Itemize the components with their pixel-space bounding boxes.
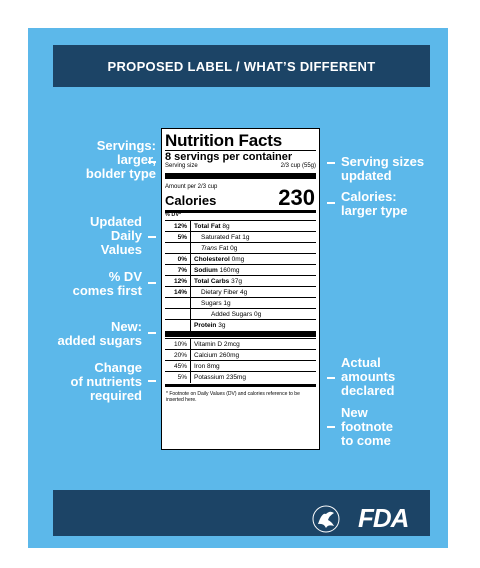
callout-servings: Servings: larger, bolder type [85, 138, 156, 181]
vitamin-name: Calcium [194, 352, 218, 359]
vitamin-row: 20% Calcium 260mg [165, 349, 316, 361]
nutrient-name: Protein [194, 322, 217, 329]
fda-logo: FDA [358, 503, 409, 533]
vitamin-dv: 20% [165, 350, 191, 361]
nutrient-name: Sugars [201, 300, 222, 307]
nutrient-name: Cholesterol [194, 256, 230, 263]
nutrient-dv [165, 320, 191, 331]
calories-value: 230 [278, 185, 315, 210]
nutrient-amount: 1g [223, 300, 231, 307]
hhs-eagle-icon [312, 505, 340, 533]
callout-daily-values: Updated Daily Values [90, 214, 142, 257]
nutrient-amount: 0mg [231, 256, 245, 263]
serving-size-label: Serving size [165, 163, 198, 169]
callout-dash [148, 332, 156, 334]
nutrient-row: Added Sugars 0g [165, 308, 316, 320]
vitamin-row: 5% Potassium 235mg [165, 371, 316, 383]
nutrient-row: Sugars 1g [165, 297, 316, 309]
callout-dash [148, 236, 156, 238]
footer-bar [53, 490, 430, 536]
nutrient-dv: 0% [165, 254, 191, 265]
nutrient-amount: 8g [222, 223, 230, 230]
nutrient-dv [165, 243, 191, 254]
nutrient-name: Sodium [194, 267, 218, 274]
nutrient-name: Dietary Fiber [201, 289, 239, 296]
nutrient-row: 12% Total Fat 8g [165, 220, 316, 232]
nutrient-amount: 0g [254, 311, 262, 318]
thick-divider [165, 173, 316, 179]
callout-dash [327, 377, 335, 379]
callout-dv-first: % DV comes first [72, 269, 142, 298]
nutrient-name: Total Fat [194, 223, 221, 230]
nutrient-dv [165, 298, 191, 309]
vitamin-amount: 235mg [226, 374, 247, 381]
callout-dash [327, 162, 335, 164]
nutrient-name: Total Carbs [194, 278, 230, 285]
vitamin-row: 10% Vitamin D 2mcg [165, 338, 316, 350]
nutrition-label: Nutrition Facts 8 servings per container… [161, 128, 320, 450]
nutrient-row: 5% Saturated Fat 1g [165, 231, 316, 243]
nutrient-dv: 12% [165, 276, 191, 287]
dv-header: % DV* [165, 212, 182, 218]
nutrient-row: 12% Total Carbs 37g [165, 275, 316, 287]
callout-serving-sizes: Serving sizes updated [341, 154, 425, 183]
nutrient-name: Trans [201, 245, 218, 252]
footnote: * Footnote on Daily Values (DV) and calo… [166, 391, 300, 403]
nutrient-amount: 37g [231, 278, 242, 285]
vitamin-name: Potassium [194, 374, 225, 381]
nutrient-dv: 14% [165, 287, 191, 298]
nutrient-amount: 4g [240, 289, 248, 296]
callout-dash [148, 282, 156, 284]
vitamin-amount: 260mg [219, 352, 240, 359]
serving-size-row: Serving size 2/3 cup (55g) [165, 163, 316, 169]
divider [165, 150, 316, 151]
vitamin-dv: 45% [165, 361, 191, 372]
thick-divider [165, 331, 316, 337]
calories-label: Calories [165, 193, 217, 208]
nutrient-row: Protein 3g [165, 319, 316, 331]
vitamin-amount: 2mcg [223, 341, 240, 348]
serving-size-value: 2/3 cup (55g) [280, 163, 316, 169]
vitamin-dv: 10% [165, 339, 191, 350]
vitamin-name: Iron [194, 363, 206, 370]
callout-nutrients: Change of nutrients required [70, 360, 143, 403]
vitamin-dv: 5% [165, 372, 191, 383]
vitamin-name: Vitamin D [194, 341, 223, 348]
callout-footnote: New footnote to come [341, 405, 393, 448]
callout-dash [148, 161, 156, 163]
vitamin-row: 45% Iron 8mg [165, 360, 316, 372]
nutrient-name: Saturated Fat [201, 234, 241, 241]
nutrient-row: 7% Sodium 160mg [165, 264, 316, 276]
medium-divider [165, 210, 316, 213]
vitamin-amount: 8mg [207, 363, 220, 370]
nutrient-amount: 3g [218, 322, 226, 329]
nutrient-row: 0% Cholesterol 0mg [165, 253, 316, 265]
nutrient-name: Added Sugars [211, 311, 253, 318]
callout-dash [148, 380, 156, 382]
callout-dash [327, 426, 335, 428]
callout-actual-amounts: Actual amounts declared [341, 355, 396, 398]
nutrient-row: Trans Fat 0g [165, 242, 316, 254]
servings-per-container: 8 servings per container [165, 151, 293, 163]
nutrient-dv [165, 309, 191, 320]
nutrient-amount: 1g [242, 234, 250, 241]
banner-title: PROPOSED LABEL / WHAT’S DIFFERENT [53, 45, 430, 87]
callout-calories: Calories: larger type [341, 189, 408, 218]
medium-divider [165, 384, 316, 387]
nutrient-dv: 5% [165, 232, 191, 243]
nutrient-amount: 0g [230, 245, 238, 252]
nutrient-amount: 160mg [219, 267, 240, 274]
nutrition-facts-title: Nutrition Facts [165, 131, 282, 150]
nutrient-row: 14% Dietary Fiber 4g [165, 286, 316, 298]
callout-added-sugars: New: added sugars [57, 319, 142, 348]
poster: PROPOSED LABEL / WHAT’S DIFFERENT Servin… [28, 28, 448, 548]
callout-dash [327, 202, 335, 204]
nutrient-dv: 12% [165, 221, 191, 232]
amount-per: Amount per 2/3 cup [165, 184, 218, 190]
nutrient-dv: 7% [165, 265, 191, 276]
